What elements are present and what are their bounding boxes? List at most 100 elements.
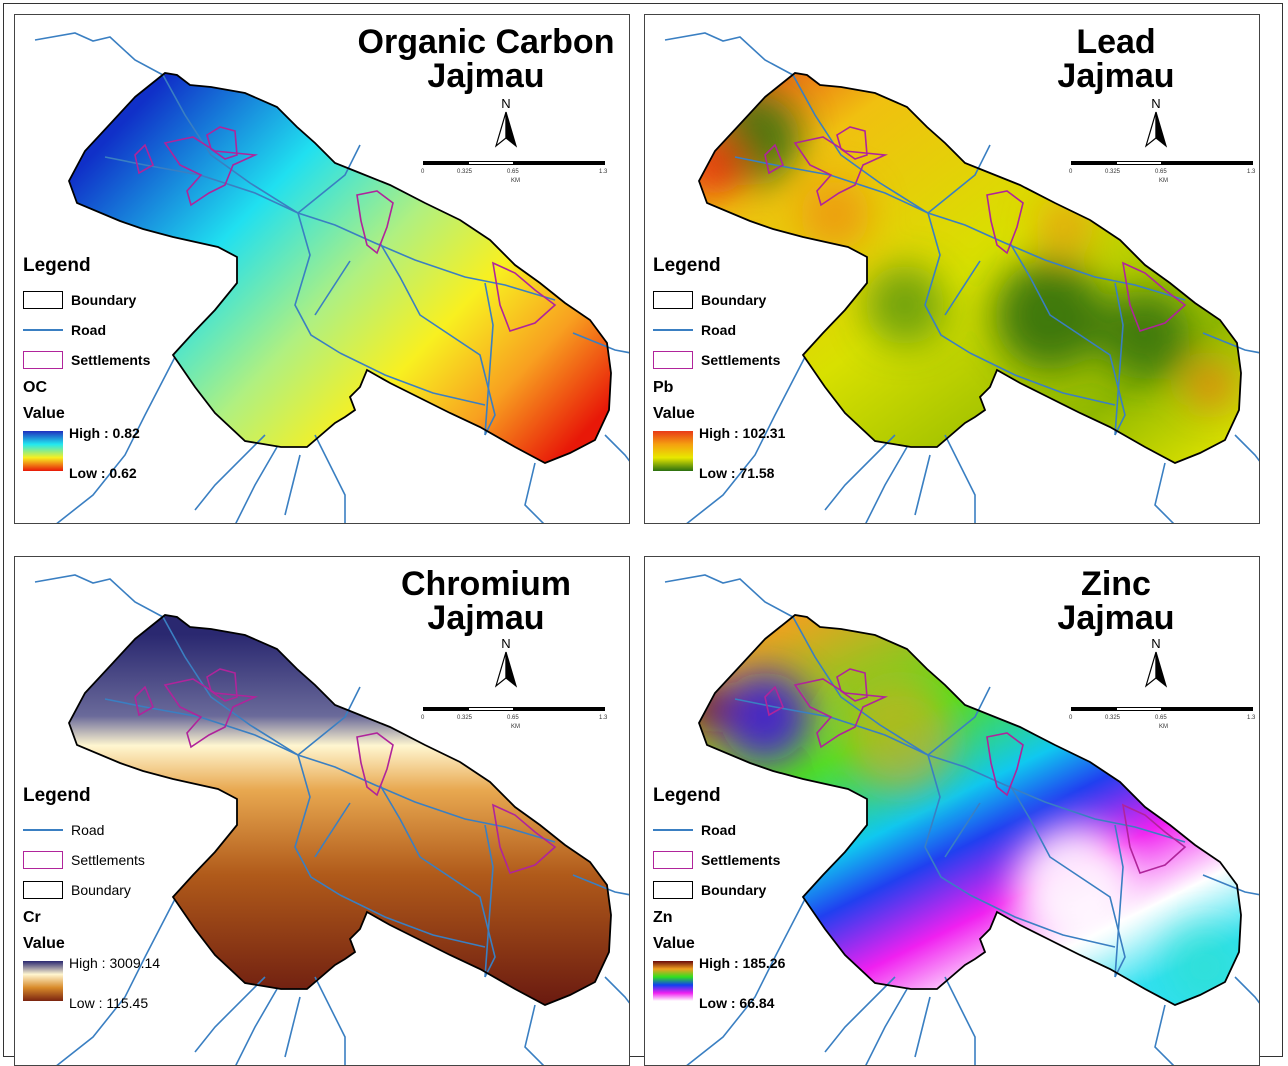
panel-organic-carbon: Organic Carbon Jajmau N 0 0.325 0.65 1.3 KM Lege…: [14, 14, 630, 524]
legend-item-road: Road: [23, 315, 150, 345]
settlement-swatch: [23, 851, 63, 869]
legend-item-label: Boundary: [701, 882, 767, 898]
surface-blob: [1100, 290, 1190, 380]
scale-tick-label: 0.325: [1105, 169, 1121, 175]
surface-blob: [699, 682, 730, 732]
scale-tick-label: 0.65: [1155, 169, 1167, 175]
boundary-outline: [698, 614, 1242, 1006]
legend-item-label: Settlements: [701, 852, 781, 868]
surface-blob: [1165, 927, 1241, 1005]
road-line: [664, 32, 794, 76]
road-line: [235, 988, 278, 1065]
legend-item-settlement: Settlements: [23, 345, 150, 375]
settlement-outline: [356, 732, 394, 797]
boundary-swatch: [23, 291, 63, 309]
map-title-line: Jajmau: [427, 57, 545, 95]
scale-bar-line: [423, 707, 605, 711]
settlement-outline: [206, 126, 238, 160]
road-line: [792, 74, 1186, 301]
road-line: [944, 976, 976, 1065]
map-title: Organic Carbon Jajmau: [351, 25, 621, 93]
map-organic-carbon: [34, 32, 629, 523]
north-arrow-icon: [494, 111, 518, 148]
road-line: [339, 352, 486, 406]
road-line: [162, 74, 556, 301]
surface-blob: [865, 265, 945, 345]
north-arrow-icon: [1144, 111, 1168, 148]
boundary-outline: [68, 72, 612, 464]
legend-variable: Cr: [23, 909, 41, 926]
legend-item-label: Boundary: [71, 882, 131, 898]
road-line: [924, 754, 971, 896]
color-ramp-swatch: [653, 431, 693, 471]
scale-tick-label: 0: [421, 169, 425, 175]
settlement-outline: [1121, 803, 1187, 874]
boundary-swatch: [653, 291, 693, 309]
legend-item-road: Road: [653, 315, 780, 345]
legend-item-label: Road: [71, 322, 106, 338]
road-line: [1202, 874, 1259, 896]
scale-bar: 0 0.325 0.65 1.3 KM: [417, 707, 617, 737]
legend-low-label: Low : 71.58: [699, 465, 775, 481]
settlement-outline: [206, 668, 238, 702]
surface-blob: [1015, 827, 1135, 947]
legend-high-label: High : 0.82: [69, 425, 140, 441]
settlement-outline: [836, 126, 868, 160]
legend-item-label: Road: [701, 322, 736, 338]
scale-bar: 0 0.325 0.65 1.3 KM: [417, 161, 617, 191]
settlement-outline: [1121, 261, 1187, 332]
scale-tick-label: 0.325: [457, 715, 473, 721]
settlement-swatch: [653, 851, 693, 869]
legend-heading: Legend: [23, 785, 91, 806]
legend-high-label: High : 102.31: [699, 425, 786, 441]
road-line: [572, 874, 629, 896]
legend-item-label: Road: [701, 822, 736, 838]
road-swatch: [653, 829, 693, 831]
settlement-outline: [836, 668, 868, 702]
surface-blob: [720, 672, 810, 762]
scale-tick-label: 1.3: [599, 715, 608, 721]
road-line: [914, 996, 931, 1058]
road-line: [314, 434, 346, 523]
road-line: [924, 212, 971, 354]
scale-tick-label: 1.3: [1247, 715, 1256, 721]
road-line: [297, 144, 361, 214]
road-line: [314, 976, 346, 1065]
scale-bar-segment: [1117, 708, 1161, 710]
road-swatch: [23, 329, 63, 331]
surface-blob: [1035, 195, 1095, 255]
road-line: [162, 616, 556, 843]
road-line: [294, 754, 341, 896]
legend-high-label: High : 3009.14: [69, 955, 161, 971]
surface-blob: [699, 135, 745, 195]
legend-item-label: Settlements: [71, 852, 145, 868]
map-legend: Legend Boundary Road Settlements OC Value High…: [23, 255, 150, 481]
legend-item-label: Boundary: [701, 292, 767, 308]
road-swatch: [653, 329, 693, 331]
boundary-swatch: [23, 881, 63, 899]
settlement-outline: [134, 685, 155, 717]
legend-high-label: High : 185.26: [699, 955, 786, 971]
map-title-line: Jajmau: [427, 599, 545, 637]
road-line: [572, 332, 629, 354]
legend-heading: Legend: [23, 255, 91, 276]
map-title-line: Chromium: [401, 565, 571, 603]
road-line: [297, 686, 361, 756]
road-line: [34, 32, 164, 76]
legend-item-road: Road: [653, 815, 780, 845]
map-zinc: [664, 574, 1259, 1065]
road-line: [865, 446, 908, 523]
boundary-outline: [68, 614, 612, 1006]
scale-tick-label: 1.3: [1247, 169, 1256, 175]
panel-lead: Lead Jajmau N 0 0.325 0.65 1.3 KM Legend Boundary…: [644, 14, 1260, 524]
map-title-line: Zinc: [1081, 565, 1151, 603]
road-line: [604, 976, 629, 1004]
map-title: Lead Jajmau: [981, 25, 1251, 93]
road-line: [194, 434, 266, 511]
settlement-outline: [491, 803, 557, 874]
road-line: [969, 352, 1116, 406]
legend-variable: Zn: [653, 909, 673, 926]
road-line: [927, 686, 991, 756]
road-line: [824, 434, 896, 511]
legend-item-label: Road: [71, 822, 105, 838]
